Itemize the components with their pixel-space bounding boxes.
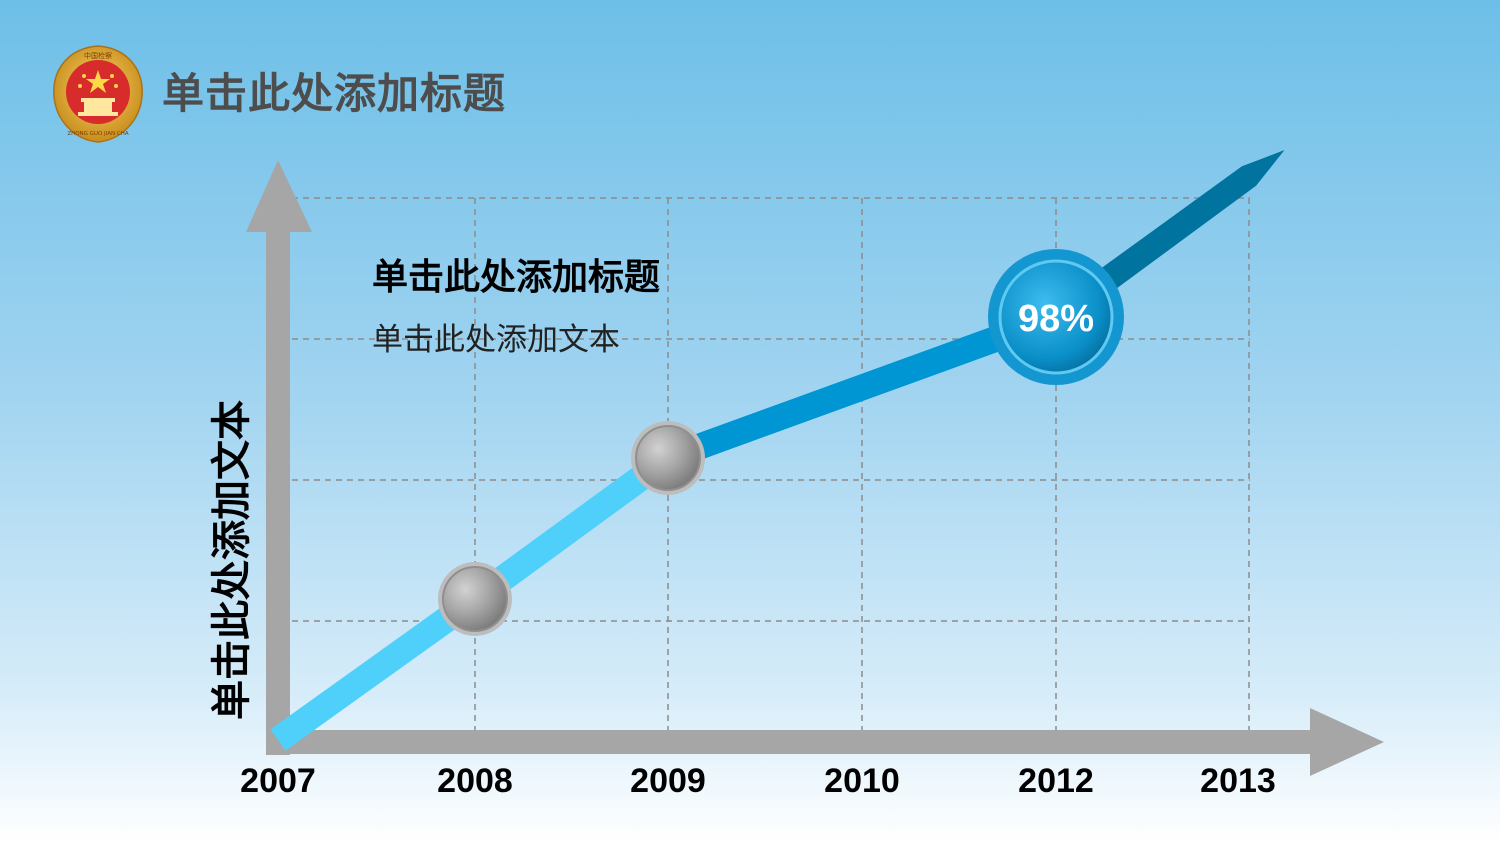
callout-label: 98% xyxy=(1018,298,1094,340)
x-tick-label: 2009 xyxy=(630,762,706,800)
x-tick-label: 2010 xyxy=(824,762,900,800)
trend-segment xyxy=(663,304,1061,471)
chart-axes xyxy=(246,160,1384,776)
chart-title: 单击此处添加标题 xyxy=(372,257,661,298)
chart-markers: 98% xyxy=(438,249,1124,636)
procuratorate-emblem-icon: 中国检察 ZHONG GUO JIAN CHA xyxy=(53,45,143,143)
trend-segment xyxy=(270,588,483,751)
slide-title[interactable]: 单击此处添加标题 xyxy=(162,69,507,118)
trend-segment xyxy=(467,447,676,610)
emblem-text-en: ZHONG GUO JIAN CHA xyxy=(67,131,129,137)
x-tick-label: 2007 xyxy=(240,762,316,800)
x-axis-arrowhead xyxy=(1310,708,1384,776)
chart-trend-line xyxy=(270,150,1285,751)
y-axis-arrowhead xyxy=(246,160,312,232)
x-axis-bar xyxy=(266,730,1326,754)
x-tick-label: 2012 xyxy=(1018,762,1094,800)
emblem-text: 中国检察 xyxy=(84,51,112,60)
x-tick-label: 2008 xyxy=(437,762,513,800)
data-point xyxy=(635,425,701,491)
y-axis-label: 单击此处添加文本 xyxy=(209,400,255,720)
callout-circle xyxy=(998,259,1114,375)
chart-body-text: 单击此处添加文本 xyxy=(372,322,620,358)
x-tick-label: 2013 xyxy=(1200,762,1276,800)
y-axis-bar xyxy=(266,225,290,755)
data-point xyxy=(442,566,508,632)
